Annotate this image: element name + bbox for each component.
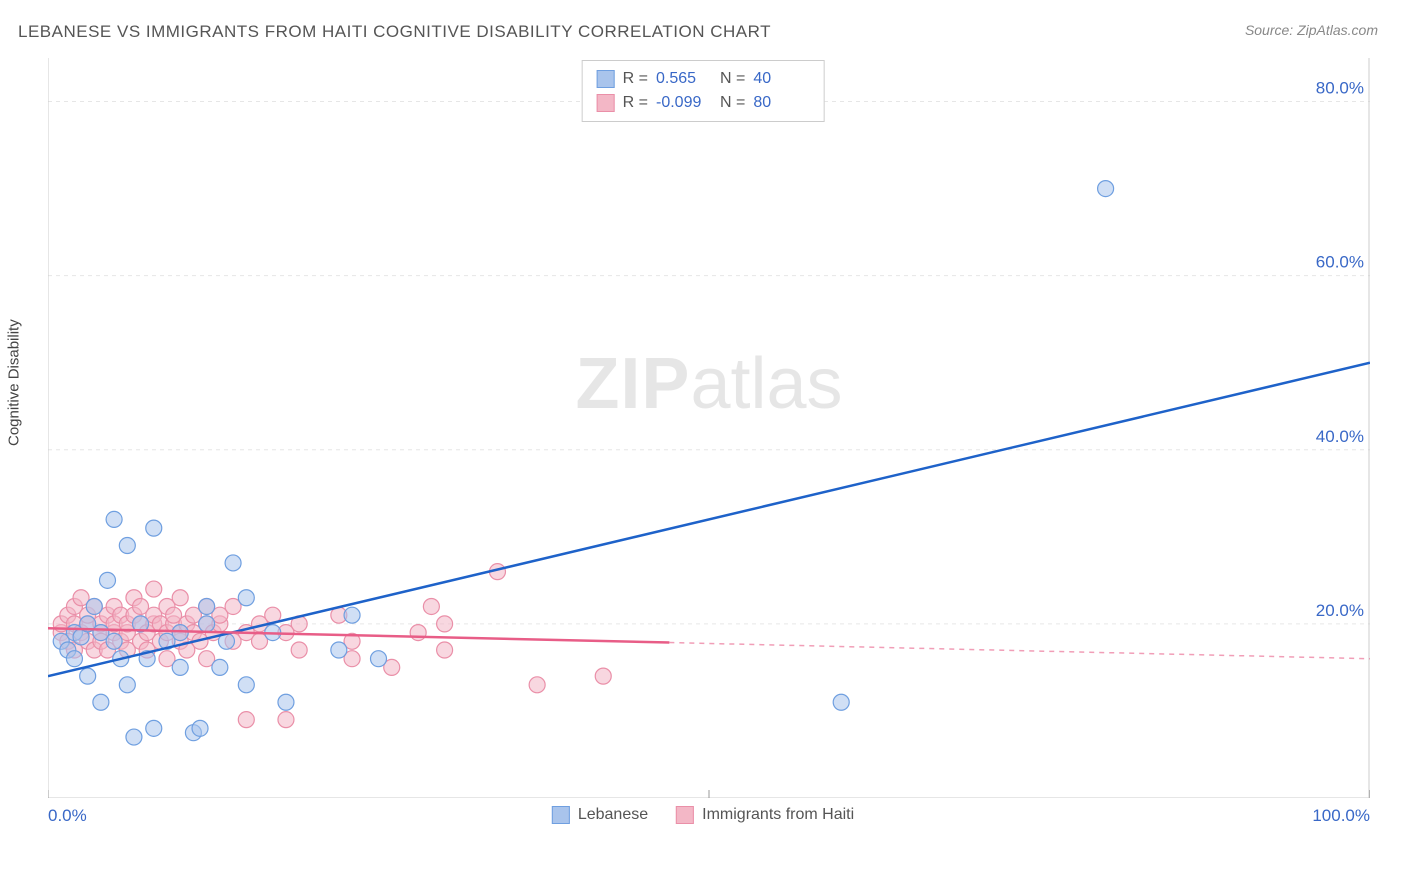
correlation-legend: R = 0.565 N = 40 R = -0.099 N = 80 xyxy=(582,60,825,122)
series-legend-item: Immigrants from Haiti xyxy=(676,806,854,824)
svg-text:80.0%: 80.0% xyxy=(1316,79,1364,98)
correlation-legend-row: R = 0.565 N = 40 xyxy=(597,67,810,91)
n-value: 80 xyxy=(753,91,809,115)
legend-label: Lebanese xyxy=(578,806,648,824)
x-axis-min: 0.0% xyxy=(48,806,87,826)
chart-title: LEBANESE VS IMMIGRANTS FROM HAITI COGNIT… xyxy=(18,22,771,42)
y-axis-label: Cognitive Disability xyxy=(6,319,23,446)
svg-text:60.0%: 60.0% xyxy=(1316,253,1364,272)
legend-swatch xyxy=(597,70,615,88)
correlation-legend-row: R = -0.099 N = 80 xyxy=(597,91,810,115)
n-label: N = xyxy=(720,67,745,91)
n-value: 40 xyxy=(753,67,809,91)
scatter-chart-svg: 20.0% 40.0% 60.0% 80.0% xyxy=(48,58,1370,798)
r-value: -0.099 xyxy=(656,91,712,115)
x-axis-max: 100.0% xyxy=(1312,806,1370,826)
legend-label: Immigrants from Haiti xyxy=(702,806,854,824)
series-legend-item: Lebanese xyxy=(552,806,648,824)
r-label: R = xyxy=(623,91,648,115)
svg-text:40.0%: 40.0% xyxy=(1316,427,1364,446)
r-label: R = xyxy=(623,67,648,91)
series-legend: Lebanese Immigrants from Haiti xyxy=(552,806,854,824)
legend-swatch xyxy=(552,806,570,824)
legend-swatch xyxy=(597,94,615,112)
plot-area: 20.0%40.0%60.0%80.0% ZIPatlas xyxy=(48,58,1370,798)
source-attribution: Source: ZipAtlas.com xyxy=(1245,22,1378,38)
svg-text:20.0%: 20.0% xyxy=(1316,601,1364,620)
chart-container: LEBANESE VS IMMIGRANTS FROM HAITI COGNIT… xyxy=(0,0,1406,892)
legend-swatch xyxy=(676,806,694,824)
r-value: 0.565 xyxy=(656,67,712,91)
n-label: N = xyxy=(720,91,745,115)
